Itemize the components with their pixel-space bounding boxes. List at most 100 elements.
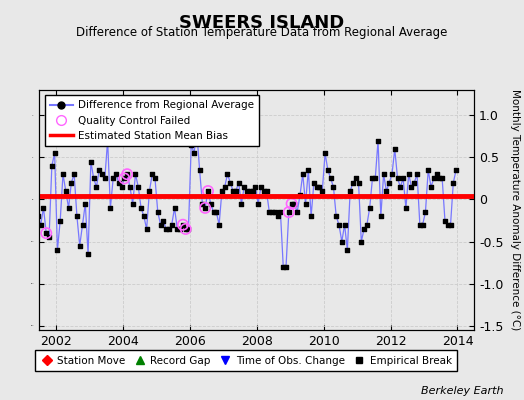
Point bbox=[101, 175, 109, 182]
Point bbox=[279, 264, 288, 270]
Point bbox=[449, 180, 457, 186]
Point bbox=[56, 217, 64, 224]
Point bbox=[137, 205, 145, 211]
Point bbox=[20, 209, 28, 215]
Point bbox=[95, 167, 103, 173]
Point bbox=[120, 175, 128, 182]
Point bbox=[299, 171, 307, 178]
Point bbox=[115, 180, 123, 186]
Point bbox=[198, 200, 206, 207]
Point bbox=[184, 226, 193, 232]
Point bbox=[446, 222, 455, 228]
Point bbox=[282, 264, 290, 270]
Point bbox=[413, 171, 421, 178]
Point bbox=[285, 209, 293, 215]
Point bbox=[206, 200, 215, 207]
Point bbox=[181, 226, 190, 232]
Point bbox=[181, 226, 190, 232]
Point bbox=[221, 184, 229, 190]
Point bbox=[42, 230, 50, 236]
Point bbox=[70, 171, 79, 178]
Point bbox=[168, 222, 176, 228]
Point bbox=[405, 171, 413, 178]
Point bbox=[307, 213, 315, 220]
Point bbox=[240, 184, 248, 190]
Point bbox=[312, 184, 321, 190]
Point bbox=[301, 200, 310, 207]
Point bbox=[98, 171, 106, 178]
Point bbox=[385, 180, 394, 186]
Point bbox=[285, 209, 293, 215]
Point bbox=[151, 175, 159, 182]
Point bbox=[73, 213, 81, 220]
Point bbox=[229, 188, 237, 194]
Point bbox=[120, 175, 128, 182]
Point bbox=[424, 167, 432, 173]
Point bbox=[354, 180, 363, 186]
Point bbox=[288, 200, 296, 207]
Point bbox=[254, 200, 263, 207]
Point bbox=[343, 247, 352, 253]
Point bbox=[419, 222, 427, 228]
Point bbox=[315, 184, 324, 190]
Point bbox=[251, 184, 259, 190]
Point bbox=[438, 175, 446, 182]
Point bbox=[435, 175, 443, 182]
Point bbox=[67, 180, 75, 186]
Point bbox=[31, 188, 39, 194]
Point bbox=[103, 137, 112, 144]
Point bbox=[64, 205, 73, 211]
Point bbox=[109, 175, 117, 182]
Point bbox=[276, 209, 285, 215]
Point bbox=[259, 188, 268, 194]
Point bbox=[215, 222, 223, 228]
Point bbox=[217, 188, 226, 194]
Point bbox=[416, 222, 424, 228]
Point bbox=[357, 238, 366, 245]
Point bbox=[81, 200, 90, 207]
Point bbox=[377, 213, 385, 220]
Point bbox=[232, 188, 240, 194]
Point bbox=[329, 184, 337, 190]
Point bbox=[410, 180, 419, 186]
Point bbox=[349, 180, 357, 186]
Point bbox=[263, 188, 271, 194]
Point bbox=[204, 188, 212, 194]
Point bbox=[374, 137, 382, 144]
Point bbox=[290, 200, 299, 207]
Point bbox=[140, 213, 148, 220]
Point bbox=[257, 184, 265, 190]
Point bbox=[407, 184, 416, 190]
Point bbox=[159, 217, 168, 224]
Point bbox=[399, 175, 407, 182]
Point bbox=[53, 247, 62, 253]
Legend: Difference from Regional Average, Quality Control Failed, Estimated Station Mean: Difference from Regional Average, Qualit… bbox=[45, 95, 259, 146]
Point bbox=[390, 146, 399, 152]
Point bbox=[346, 188, 354, 194]
Point bbox=[195, 167, 204, 173]
Point bbox=[117, 184, 126, 190]
Point bbox=[145, 188, 154, 194]
Point bbox=[143, 226, 151, 232]
Point bbox=[421, 209, 430, 215]
Point bbox=[443, 222, 452, 228]
Point bbox=[248, 188, 257, 194]
Point bbox=[176, 226, 184, 232]
Text: SWEERS ISLAND: SWEERS ISLAND bbox=[179, 14, 345, 32]
Point bbox=[332, 213, 341, 220]
Point bbox=[156, 222, 165, 228]
Point bbox=[324, 167, 332, 173]
Point bbox=[288, 200, 296, 207]
Point bbox=[179, 222, 187, 228]
Point bbox=[59, 171, 67, 178]
Point bbox=[293, 209, 301, 215]
Point bbox=[112, 171, 120, 178]
Point bbox=[134, 184, 143, 190]
Point bbox=[170, 205, 179, 211]
Point bbox=[382, 188, 390, 194]
Point bbox=[148, 171, 156, 178]
Point bbox=[132, 171, 140, 178]
Point bbox=[318, 188, 326, 194]
Legend: Station Move, Record Gap, Time of Obs. Change, Empirical Break: Station Move, Record Gap, Time of Obs. C… bbox=[35, 350, 457, 371]
Point bbox=[234, 180, 243, 186]
